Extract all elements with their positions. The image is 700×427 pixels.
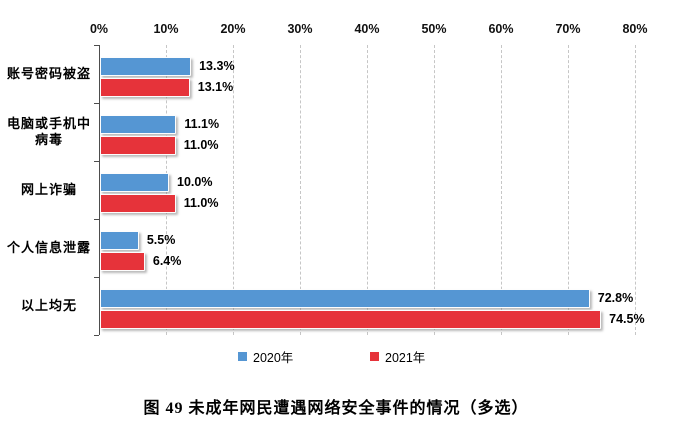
x-axis: 0% 10% 20% 30% 40% 50% 60% 70% 80% — [0, 22, 700, 38]
category-label: 个人信息泄露 — [6, 240, 91, 255]
legend-swatch-2020-icon — [238, 351, 247, 361]
y-axis-tick — [94, 103, 99, 104]
category-label: 以上均无 — [20, 298, 77, 313]
bar-2020年-1 — [100, 115, 177, 134]
figure-caption: 图 49 未成年网民遭遇网络安全事件的情况（多选） — [143, 400, 529, 417]
bar-2020年-0 — [100, 57, 192, 76]
x-axis-tick-label: 10% — [153, 22, 179, 36]
x-axis-tick-label: 40% — [354, 22, 380, 36]
bar-2021年-3 — [100, 252, 145, 271]
bar-2021年-4 — [100, 310, 602, 329]
bar-2021年-1 — [100, 136, 176, 155]
bar-2020年-2 — [100, 173, 169, 192]
legend-label-2020: 2020年 — [253, 350, 294, 365]
data-label: 10.0% — [177, 175, 213, 189]
x-axis-tick-label: 70% — [555, 22, 581, 36]
data-label: 74.5% — [609, 312, 645, 326]
grid-line — [367, 45, 368, 335]
x-axis-tick-label: 20% — [220, 22, 246, 36]
legend-item-2020: 2020年 — [238, 348, 294, 365]
legend-item-2021: 2021年 — [370, 348, 426, 365]
x-axis-tick-label: 50% — [421, 22, 447, 36]
legend-label-2021: 2021年 — [385, 350, 426, 365]
category-label: 电脑或手机中病毒 — [6, 116, 91, 147]
bar-2021年-2 — [100, 194, 176, 213]
data-label: 11.1% — [184, 117, 220, 131]
bar-2020年-3 — [100, 231, 139, 250]
y-axis-line — [99, 45, 100, 335]
x-axis-tick-label: 0% — [89, 22, 109, 36]
data-label: 5.5% — [146, 233, 176, 247]
y-axis-tick — [94, 161, 99, 162]
grid-line — [233, 45, 234, 335]
data-label: 6.4% — [152, 254, 182, 268]
grid-line — [501, 45, 502, 335]
category-label: 账号密码被盗 — [6, 66, 91, 81]
y-axis-tick — [94, 335, 99, 336]
grid-line — [300, 45, 301, 335]
y-axis-tick — [94, 219, 99, 220]
y-axis-tick — [94, 277, 99, 278]
grid-line — [635, 45, 636, 335]
grid-line — [568, 45, 569, 335]
x-axis-tick-label: 80% — [622, 22, 648, 36]
data-label: 72.8% — [597, 291, 634, 305]
legend-swatch-2021-icon — [370, 351, 379, 361]
x-axis-tick-label: 60% — [488, 22, 514, 36]
bar-2020年-4 — [100, 289, 590, 308]
data-label: 11.0% — [183, 196, 219, 210]
y-axis-tick — [94, 45, 99, 46]
x-axis-tick-label: 30% — [287, 22, 313, 36]
category-label: 网上诈骗 — [20, 182, 77, 197]
data-label: 13.1% — [197, 80, 234, 94]
data-label: 11.0% — [183, 138, 219, 152]
grid-line — [434, 45, 435, 335]
data-label: 13.3% — [199, 59, 235, 73]
bar-2021年-0 — [100, 78, 190, 97]
legend: 2020年 2021年 — [0, 348, 700, 365]
